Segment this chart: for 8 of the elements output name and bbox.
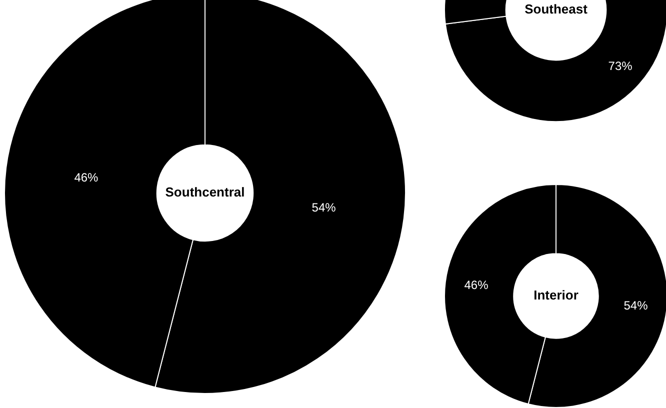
chart-title: Southeast	[524, 2, 588, 17]
text: Southcentral	[165, 184, 245, 200]
data-label: 54%	[312, 200, 336, 214]
data-label: 73%	[608, 59, 633, 74]
data-label: 46%	[74, 170, 99, 184]
data-label: 54%	[624, 298, 648, 312]
data-label: 46%	[464, 278, 489, 292]
text: Interior	[534, 288, 578, 303]
